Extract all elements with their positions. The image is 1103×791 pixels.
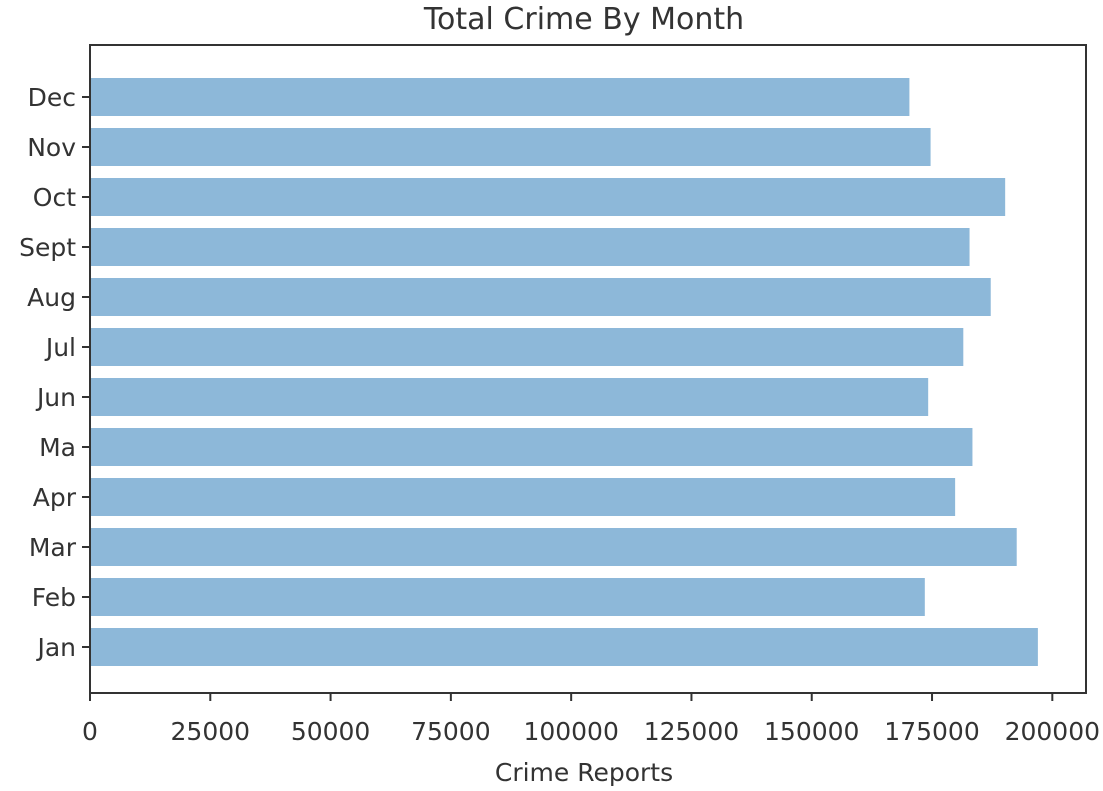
- y-tick-label-sept: Sept: [19, 233, 76, 262]
- bar-jan: [90, 628, 1038, 666]
- y-tick-label-dec: Dec: [28, 83, 76, 112]
- chart-title: Total Crime By Month: [423, 2, 744, 37]
- y-tick-label-apr: Apr: [33, 483, 77, 512]
- y-axis: Jan Feb Mar Apr Ma Jun Jul Aug Sept Oct Nov Dec: [19, 83, 90, 662]
- bars-group: [90, 78, 1038, 666]
- bar-feb: [90, 578, 925, 616]
- x-tick-label-125000: 125000: [644, 717, 739, 746]
- y-tick-label-ma: Ma: [39, 433, 76, 462]
- bar-dec: [90, 78, 910, 116]
- bar-oct: [90, 178, 1006, 216]
- x-axis-label: Crime Reports: [495, 758, 673, 787]
- y-tick-label-nov: Nov: [27, 133, 76, 162]
- bar-mar: [90, 528, 1017, 566]
- y-tick-label-feb: Feb: [32, 583, 76, 612]
- bar-sept: [90, 228, 970, 266]
- y-tick-label-jul: Jul: [44, 333, 76, 362]
- x-tick-label-25000: 25000: [171, 717, 251, 746]
- x-axis: 0 25000 50000 75000 100000 125000 150000 175000…: [82, 693, 1100, 746]
- x-tick-label-150000: 150000: [764, 717, 859, 746]
- y-tick-label-jan: Jan: [35, 633, 76, 662]
- x-tick-label-175000: 175000: [884, 717, 979, 746]
- y-tick-label-mar: Mar: [29, 533, 77, 562]
- bar-jun: [90, 378, 929, 416]
- bar-aug: [90, 278, 991, 316]
- x-tick-label-75000: 75000: [411, 717, 491, 746]
- bar-nov: [90, 128, 931, 166]
- x-tick-label-200000: 200000: [1005, 717, 1100, 746]
- x-tick-label-50000: 50000: [291, 717, 371, 746]
- y-tick-label-aug: Aug: [27, 283, 76, 312]
- bar-apr: [90, 478, 956, 516]
- y-tick-label-oct: Oct: [33, 183, 76, 212]
- bar-jul: [90, 328, 964, 366]
- x-tick-label-0: 0: [82, 717, 98, 746]
- bar-ma: [90, 428, 973, 466]
- plot-frame: [89, 44, 1087, 694]
- x-tick-label-100000: 100000: [523, 717, 618, 746]
- y-tick-label-jun: Jun: [35, 383, 76, 412]
